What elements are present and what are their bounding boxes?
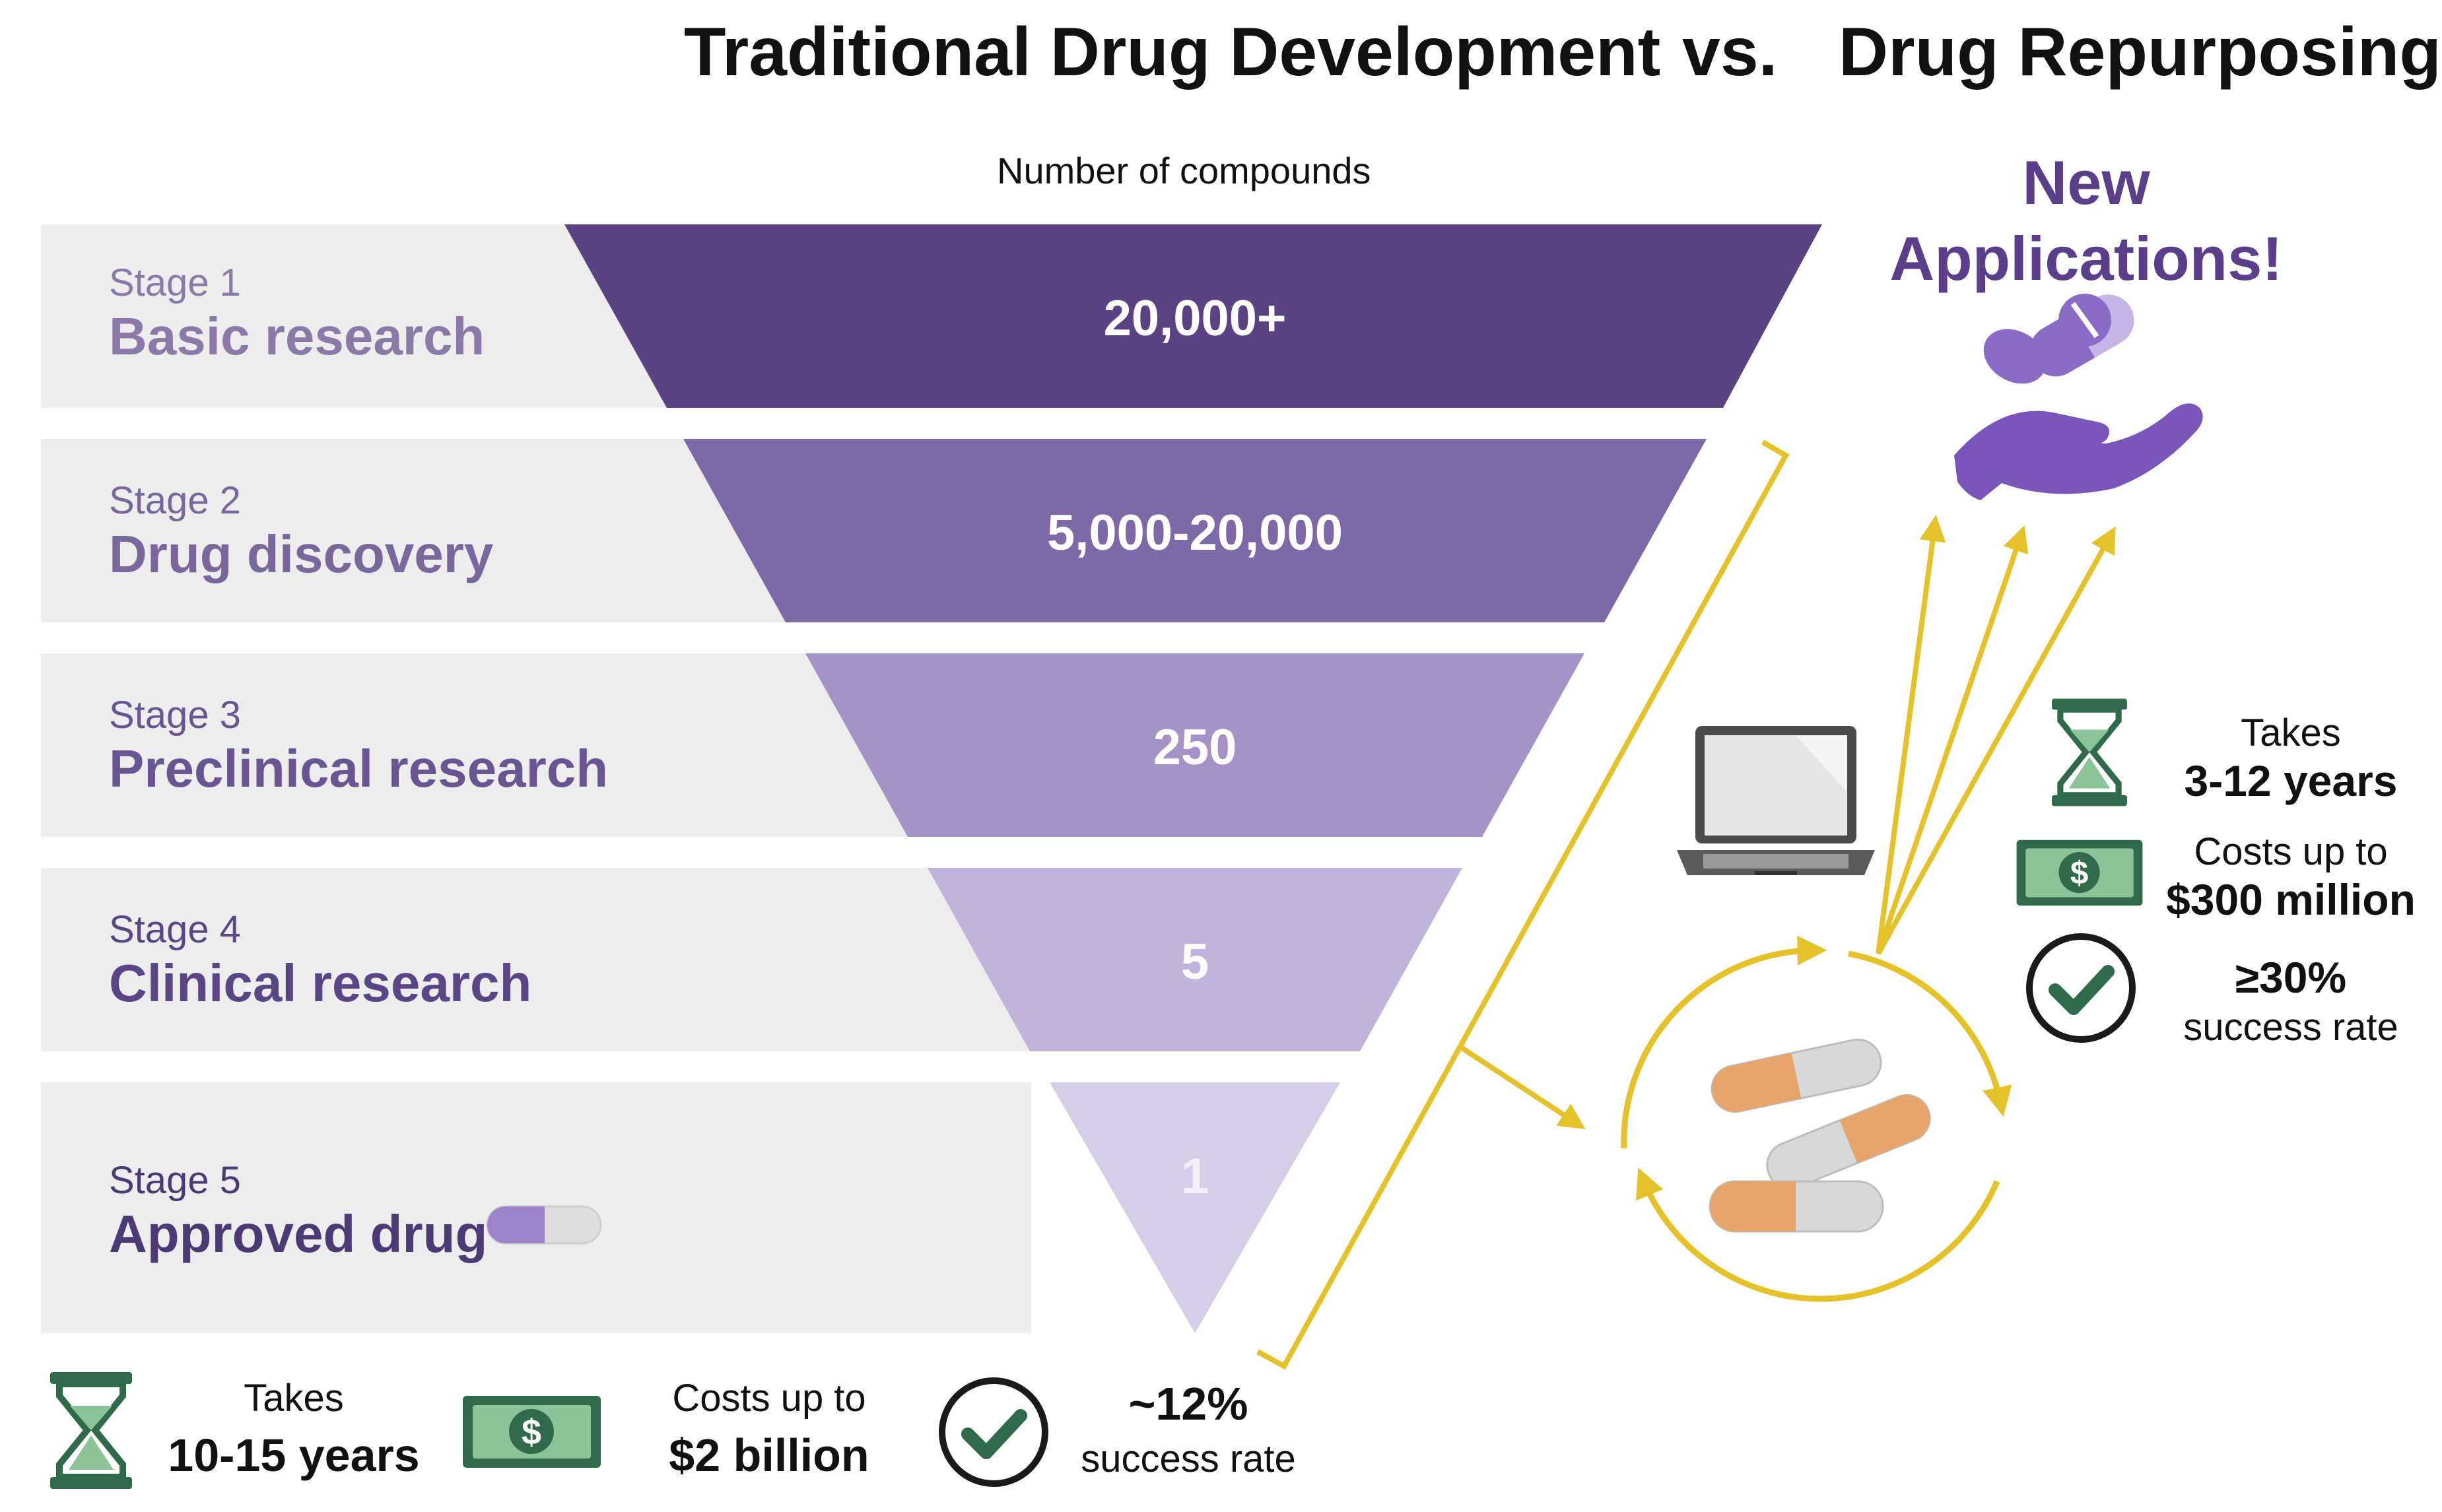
stage-2-funnel-segment (683, 439, 1707, 622)
new-application-arrows (1876, 515, 2116, 955)
new-applications-line-2: Applications! (1889, 223, 2283, 293)
repurposing-success-label: success rate (2183, 1006, 2398, 1049)
stage-4-number: Stage 4 (109, 908, 241, 951)
traditional-time-label: Takes (244, 1377, 344, 1420)
stage-4-count: 5 (1180, 934, 1209, 990)
checkmark-circle-icon (939, 1377, 1048, 1487)
repurposing-time-label: Takes (2241, 711, 2341, 754)
repurposing-title: Drug Repurposing (1839, 14, 2441, 90)
stage-1-funnel-segment (564, 224, 1822, 408)
stage-2-number: Stage 2 (109, 479, 241, 522)
stage-5-funnel-segment (1050, 1082, 1340, 1333)
new-applications-line-1: New (2022, 148, 2150, 217)
repurposing-dollar-bill-icon: $ (2016, 839, 2143, 906)
traditional-cost-value: $2 billion (669, 1430, 869, 1481)
repurposing-time-value: 3-12 years (2184, 756, 2398, 805)
bracket-arrow (1256, 440, 1790, 1370)
repurposing-cost-value: $300 million (2166, 875, 2416, 924)
stage-1-count: 20,000+ (1103, 290, 1287, 346)
stage-4-band (41, 868, 1071, 1051)
funnel-subtitle: Number of compounds (997, 150, 1371, 191)
traditional-success-value: ~12% (1128, 1378, 1248, 1430)
stage-2-count: 5,000-20,000 (1047, 505, 1343, 561)
vs-label: vs. (1682, 14, 1778, 90)
stage-4-funnel-segment (928, 868, 1462, 1051)
new-applications-heading: New Applications! (1782, 145, 2390, 296)
stage-3-name: Preclinical research (109, 739, 609, 798)
svg-text:$: $ (522, 1412, 541, 1452)
hand-with-pills-icon (1954, 294, 2203, 500)
capsule-icon (1709, 1038, 1931, 1233)
laptop-icon (1677, 726, 1875, 875)
stage-5-count: 1 (1180, 1148, 1209, 1204)
stage-1-number: Stage 1 (109, 261, 241, 304)
repurposing-cost-label: Costs up to (2194, 830, 2388, 873)
stage-3-funnel-segment (805, 653, 1584, 837)
stage-2-name: Drug discovery (109, 525, 494, 583)
stage-3-number: Stage 3 (109, 694, 241, 737)
traditional-success-label: success rate (1081, 1437, 1296, 1480)
recycle-arrows-icon (1621, 935, 2012, 1302)
repurposing-checkmark-icon (2026, 933, 2136, 1043)
stage-1-name: Basic research (109, 307, 485, 366)
repurposing-hourglass-icon (2052, 698, 2127, 806)
stage-3-count: 250 (1153, 719, 1237, 775)
funnel-shapes (564, 224, 1822, 1333)
hourglass-icon (50, 1372, 132, 1489)
stage-4-name: Clinical research (109, 954, 532, 1012)
svg-text:$: $ (2070, 855, 2088, 891)
approved-capsule-icon (486, 1205, 602, 1245)
stage-5-name: Approved drug (109, 1204, 488, 1263)
stage-5-number: Stage 5 (109, 1159, 241, 1202)
traditional-title: Traditional Drug Development (684, 14, 1661, 90)
dollar-bill-icon: $ (463, 1396, 601, 1468)
traditional-time-value: 10-15 years (168, 1430, 420, 1481)
repurposing-success-value: ≥30% (2235, 953, 2347, 1002)
traditional-cost-label: Costs up to (672, 1377, 866, 1420)
